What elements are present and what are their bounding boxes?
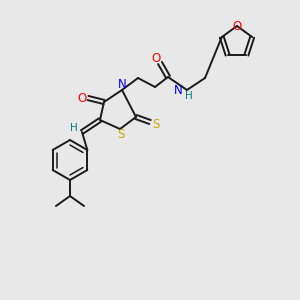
Text: H: H [185,91,193,101]
Text: N: N [174,83,183,97]
Text: N: N [118,79,126,92]
Text: O: O [152,52,160,65]
Text: H: H [70,123,78,133]
Text: S: S [152,118,160,130]
Text: O: O [77,92,87,104]
Text: S: S [117,128,125,142]
Text: O: O [232,20,242,32]
